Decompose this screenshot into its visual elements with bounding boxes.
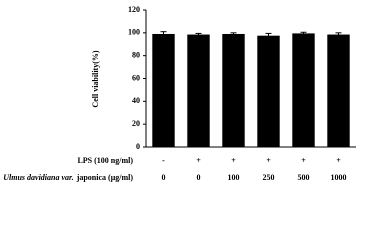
bar bbox=[257, 35, 280, 147]
y-tick-label: 120 bbox=[128, 5, 140, 14]
bar bbox=[187, 34, 210, 147]
bar bbox=[327, 34, 350, 147]
row-value: + bbox=[196, 156, 201, 165]
row-label: Ulmus davidiana var. japonica (μg/ml) bbox=[3, 173, 133, 182]
row-label-unit: japonica (μg/ml) bbox=[76, 173, 134, 182]
x-tick-label: 1000 bbox=[331, 173, 347, 182]
y-tick-label: 60 bbox=[132, 73, 140, 82]
bar bbox=[152, 33, 175, 147]
x-tick-label: 100 bbox=[228, 173, 240, 182]
species-name: Ulmus davidiana var. bbox=[3, 173, 73, 182]
y-tick-label: 0 bbox=[136, 142, 140, 151]
row-value: - bbox=[162, 156, 165, 165]
row-value: + bbox=[231, 156, 236, 165]
row-label: LPS (100 ng/ml) bbox=[77, 156, 133, 165]
y-tick-label: 80 bbox=[132, 50, 140, 59]
y-tick-label: 40 bbox=[132, 96, 140, 105]
y-tick-label: 100 bbox=[128, 28, 140, 37]
x-tick-label: 250 bbox=[263, 173, 275, 182]
y-axis-label: Cell viability(%) bbox=[91, 50, 100, 107]
x-tick-label: 500 bbox=[298, 173, 310, 182]
y-tick-label: 20 bbox=[132, 119, 140, 128]
bar bbox=[292, 33, 315, 147]
row-value: + bbox=[266, 156, 271, 165]
row-value: + bbox=[301, 156, 306, 165]
bar bbox=[222, 33, 245, 147]
x-tick-label: 0 bbox=[197, 173, 201, 182]
x-tick-label: 0 bbox=[162, 173, 166, 182]
chart: Cell viability(%) LPS (100 ng/ml) Ulmus … bbox=[3, 5, 356, 182]
row-value: + bbox=[336, 156, 341, 165]
